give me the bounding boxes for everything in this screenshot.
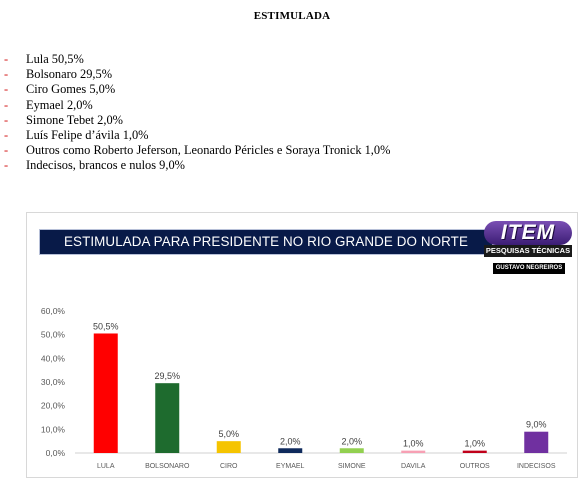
- bar-outros: [462, 450, 487, 453]
- logo-subtitle: PESQUISAS TÉCNICAS: [484, 245, 572, 257]
- list-bullet: -: [4, 52, 9, 66]
- logo-name: GUSTAVO NEGREIROS: [493, 263, 565, 274]
- list-bullet: -: [4, 158, 9, 173]
- list-item-text: Indecisos, brancos e nulos 9,0%: [26, 158, 185, 173]
- results-list: - Lula 50,5% - Bolsonaro 29,5% - Ciro Gomes 5…: [4, 52, 390, 174]
- x-tick-label: EYMAEL: [276, 463, 305, 470]
- x-tick-label: CIRO: [220, 463, 238, 470]
- page-heading: ESTIMULADA: [253, 10, 331, 22]
- list-bullet: -: [4, 112, 9, 127]
- bar-ciro: [216, 441, 241, 453]
- list-item-text: Lula 50,5%: [26, 52, 84, 66]
- data-label: 1,0%: [464, 439, 485, 449]
- data-label: 2,0%: [280, 436, 301, 446]
- logo-wordmark: ITEM: [484, 221, 572, 245]
- list-item: - Indecisos, brancos e nulos 9,0%: [4, 158, 390, 173]
- bar-simone: [339, 448, 364, 453]
- bar-eymael: [278, 448, 303, 453]
- list-bullet: -: [4, 143, 9, 158]
- x-tick-label: BOLSONARO: [145, 463, 190, 470]
- bar-lula: [93, 333, 118, 453]
- y-tick-label: 10,0%: [41, 424, 66, 434]
- y-tick-label: 20,0%: [41, 401, 66, 411]
- list-item: - Outros como Roberto Jeferson, Leonardo …: [4, 143, 390, 158]
- x-tick-label: SIMONE: [338, 463, 366, 470]
- list-item: - Lula 50,5%: [4, 52, 390, 67]
- list-bullet: -: [4, 97, 9, 112]
- list-item-text: Luís Felipe d’ávila 1,0%: [26, 128, 149, 143]
- bar-indecisos: [524, 431, 549, 453]
- y-tick-label: 40,0%: [41, 353, 66, 363]
- list-bullet: -: [4, 82, 9, 97]
- chart-title: ESTIMULADA PARA PRESIDENTE NO RIO GRANDE…: [64, 234, 468, 249]
- chart-panel: ESTIMULADA PARA PRESIDENTE NO RIO GRANDE…: [26, 212, 578, 478]
- y-tick-label: 30,0%: [41, 377, 66, 387]
- data-label: 1,0%: [403, 439, 424, 449]
- y-tick-label: 50,0%: [41, 330, 66, 340]
- data-label: 9,0%: [526, 420, 547, 430]
- list-item: - Ciro Gomes 5,0%: [4, 82, 390, 97]
- list-item-text: Ciro Gomes 5,0%: [26, 82, 116, 97]
- list-item-text: Bolsonaro 29,5%: [26, 67, 113, 82]
- item-logo: ITEM PESQUISAS TÉCNICAS GUSTAVO NEGREIRO…: [483, 221, 573, 277]
- list-item-text: Outros como Roberto Jeferson, Leonardo P…: [26, 143, 391, 158]
- chart-title-band: ESTIMULADA PARA PRESIDENTE NO RIO GRANDE…: [39, 229, 493, 255]
- x-tick-label: INDECISOS: [517, 463, 556, 470]
- bar-davila: [401, 450, 426, 453]
- list-item: - Simone Tebet 2,0%: [4, 113, 390, 128]
- y-tick-label: 0,0%: [46, 448, 66, 458]
- list-item-text: Eymael 2,0%: [26, 97, 93, 112]
- list-bullet: -: [4, 128, 9, 143]
- data-label: 29,5%: [154, 371, 180, 381]
- bar-bolsonaro: [155, 383, 180, 453]
- bar-chart: 0,0% 10,0% 20,0% 30,0% 40,0% 50,0% 60,0% 50,5% L…: [41, 306, 567, 470]
- list-item: - Luís Felipe d’ávila 1,0%: [4, 128, 390, 143]
- x-tick-label: DAVILA: [401, 463, 426, 470]
- x-tick-label: OUTROS: [460, 463, 490, 470]
- data-label: 50,5%: [93, 321, 119, 331]
- list-item: - Eymael 2,0%: [4, 98, 390, 113]
- data-label: 5,0%: [218, 429, 239, 439]
- list-bullet: -: [4, 67, 9, 82]
- y-tick-label: 60,0%: [41, 306, 66, 316]
- list-item-text: Simone Tebet 2,0%: [26, 112, 123, 127]
- x-tick-label: LULA: [97, 463, 115, 470]
- data-label: 2,0%: [341, 436, 362, 446]
- list-item: - Bolsonaro 29,5%: [4, 67, 390, 82]
